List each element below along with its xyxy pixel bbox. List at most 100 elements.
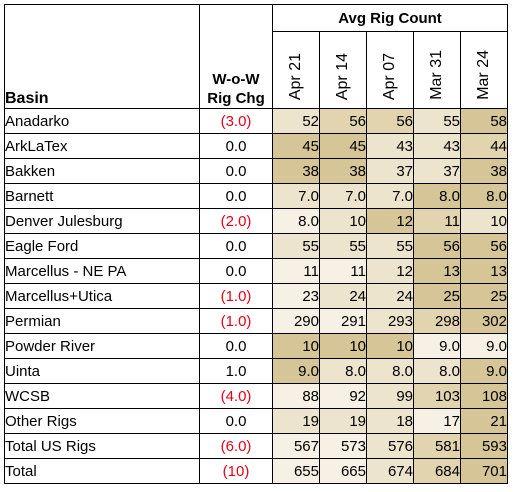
rig-count-cell: 9.0 [460,358,508,384]
basin-name: Other Rigs [4,408,200,434]
rig-count-cell: 43 [413,133,461,159]
basin-name: Marcellus - NE PA [4,258,200,284]
rig-count-cell: 55 [413,108,461,134]
basin-name: Eagle Ford [4,233,200,259]
basin-name: Total US Rigs [4,433,200,459]
date-header-1: Apr 21 [272,31,320,109]
rig-count-cell: 52 [272,108,320,134]
rig-count-table: Basin W-o-W Rig Chg Avg Rig Count Apr 21… [4,4,508,484]
rig-count-cell: 10 [460,208,508,234]
rig-count-cell: 291 [319,308,367,334]
rig-count-cell: 8.0 [460,183,508,209]
table-row: WCSB (4.0) 88 92 99 103 108 [4,383,508,409]
rig-count-cell: 9.0 [460,333,508,359]
wow-change: 0.0 [199,158,273,184]
basin-name: Anadarko [4,108,200,134]
rig-count-cell: 573 [319,433,367,459]
rig-count-cell: 290 [272,308,320,334]
table-row: Anadarko (3.0) 52 56 56 55 58 [4,108,508,134]
rig-count-cell: 684 [413,458,461,484]
rig-count-cell: 7.0 [366,183,414,209]
rig-count-cell: 56 [460,233,508,259]
rig-count-cell: 10 [319,208,367,234]
basin-name: Denver Julesburg [4,208,200,234]
table-row: Total US Rigs (6.0) 567 573 576 581 593 [4,433,508,459]
rig-count-cell: 99 [366,383,414,409]
rig-count-cell: 25 [413,283,461,309]
rig-count-cell: 88 [272,383,320,409]
basin-name: WCSB [4,383,200,409]
rig-count-cell: 302 [460,308,508,334]
rig-count-cell: 293 [366,308,414,334]
wow-change: (1.0) [199,308,273,334]
wow-change: 0.0 [199,258,273,284]
rig-count-cell: 7.0 [272,183,320,209]
avg-rig-count-header: Avg Rig Count [272,4,508,32]
rig-count-cell: 701 [460,458,508,484]
table-row: Marcellus - NE PA 0.0 11 11 12 13 13 [4,258,508,284]
wow-change: 0.0 [199,233,273,259]
rig-count-cell: 581 [413,433,461,459]
rig-count-cell: 24 [366,283,414,309]
wow-change: 0.0 [199,133,273,159]
rig-count-cell: 10 [272,333,320,359]
basin-name: Uinta [4,358,200,384]
basin-name: Total [4,458,200,484]
table-row: Other Rigs 0.0 19 19 18 17 21 [4,408,508,434]
table-row: Bakken 0.0 38 38 37 37 38 [4,158,508,184]
table-row: Eagle Ford 0.0 55 55 55 56 56 [4,233,508,259]
wow-change: (3.0) [199,108,273,134]
wow-header-line1: W-o-W [212,71,260,88]
wow-change: (1.0) [199,283,273,309]
table-row: ArkLaTex 0.0 45 45 43 43 44 [4,133,508,159]
rig-count-cell: 13 [460,258,508,284]
wow-change: 0.0 [199,408,273,434]
table-row: Marcellus+Utica (1.0) 23 24 24 25 25 [4,283,508,309]
rig-count-cell: 11 [272,258,320,284]
rig-count-cell: 593 [460,433,508,459]
rig-count-cell: 674 [366,458,414,484]
rig-count-cell: 25 [460,283,508,309]
rig-count-cell: 8.0 [366,358,414,384]
table-row: Barnett 0.0 7.0 7.0 7.0 8.0 8.0 [4,183,508,209]
rig-count-cell: 576 [366,433,414,459]
wow-change: (4.0) [199,383,273,409]
table-body: Anadarko (3.0) 52 56 56 55 58 ArkLaTex 0.0 45 45 43… [4,108,508,484]
wow-change: 1.0 [199,358,273,384]
rig-count-cell: 9.0 [413,333,461,359]
rig-count-cell: 45 [272,133,320,159]
rig-count-cell: 665 [319,458,367,484]
rig-count-cell: 37 [366,158,414,184]
table-row: Total (10) 655 665 674 684 701 [4,458,508,484]
rig-count-cell: 19 [272,408,320,434]
rig-count-cell: 19 [319,408,367,434]
rig-count-cell: 298 [413,308,461,334]
rig-count-cell: 12 [366,258,414,284]
rig-count-cell: 108 [460,383,508,409]
rig-count-cell: 45 [319,133,367,159]
basin-name: Barnett [4,183,200,209]
rig-count-cell: 11 [319,258,367,284]
rig-count-cell: 23 [272,283,320,309]
rig-count-cell: 92 [319,383,367,409]
date-header-5: Mar 24 [460,31,508,109]
wow-header-line2: Rig Chg [207,90,265,107]
basin-name: ArkLaTex [4,133,200,159]
wow-change: (6.0) [199,433,273,459]
rig-count-cell: 17 [413,408,461,434]
rig-count-cell: 13 [413,258,461,284]
table-row: Powder River 0.0 10 10 10 9.0 9.0 [4,333,508,359]
rig-count-cell: 567 [272,433,320,459]
rig-count-cell: 38 [460,158,508,184]
rig-count-cell: 8.0 [413,358,461,384]
rig-count-cell: 55 [319,233,367,259]
basin-name: Permian [4,308,200,334]
rig-count-cell: 56 [413,233,461,259]
rig-count-cell: 56 [366,108,414,134]
wow-column-header: W-o-W Rig Chg [199,4,273,109]
wow-change: 0.0 [199,333,273,359]
rig-count-cell: 55 [272,233,320,259]
rig-count-cell: 9.0 [272,358,320,384]
table-row: Uinta 1.0 9.0 8.0 8.0 8.0 9.0 [4,358,508,384]
rig-count-cell: 7.0 [319,183,367,209]
